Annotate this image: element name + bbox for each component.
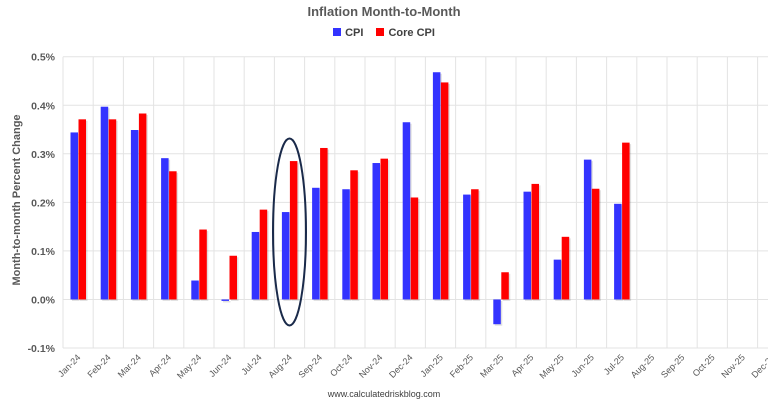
- bar-cpi-feb-24: [100, 106, 109, 300]
- legend-label-cpi: CPI: [345, 27, 364, 39]
- y-tick-label: 0.3%: [31, 149, 56, 161]
- legend-swatch-core-cpi: [376, 28, 385, 36]
- y-tick-label: 0.2%: [31, 197, 56, 209]
- y-tick-label: 0.1%: [31, 246, 56, 258]
- x-tick-label: May-25: [537, 352, 565, 380]
- x-tick-label: Jul-24: [239, 352, 263, 376]
- bar-core-cpi-sep-24: [320, 147, 328, 300]
- bar-cpi-mar-24: [130, 130, 139, 300]
- bar-cpi-mar-25: [493, 299, 501, 325]
- bar-cpi-nov-24: [372, 163, 380, 300]
- x-tick-label: Jun-25: [569, 352, 596, 379]
- bar-cpi-feb-25: [463, 194, 471, 300]
- x-tick-label: Jan-25: [418, 352, 445, 379]
- x-tick-label: Nov-24: [357, 352, 385, 380]
- bar-cpi-may-24: [191, 280, 199, 300]
- bar-cpi-jan-24: [70, 132, 78, 300]
- y-tick-label: 0.4%: [31, 100, 56, 112]
- x-tick-label: Feb-25: [448, 352, 475, 379]
- legend: CPI Core CPI: [0, 27, 768, 39]
- bar-cpi-aug-24: [281, 212, 290, 300]
- x-tick-label: Oct-24: [328, 352, 354, 378]
- x-tick-label: Dec-25: [750, 352, 768, 380]
- bar-cpi-may-25: [553, 259, 562, 300]
- x-tick-label: Mar-24: [116, 352, 143, 379]
- x-tick-label: Nov-25: [719, 352, 747, 380]
- bar-core-cpi-mar-25: [501, 272, 509, 300]
- bar-core-cpi-feb-24: [108, 119, 117, 300]
- legend-swatch-cpi: [333, 28, 342, 36]
- bar-core-cpi-aug-24: [289, 161, 298, 300]
- bar-core-cpi-oct-24: [350, 170, 358, 300]
- x-tick-label: Aug-25: [629, 352, 657, 380]
- bar-cpi-apr-25: [523, 191, 531, 300]
- y-tick-label: -0.1%: [28, 343, 56, 355]
- bar-core-cpi-jan-25: [440, 82, 449, 300]
- x-tick-label: Apr-24: [147, 352, 173, 378]
- bar-core-cpi-nov-24: [380, 158, 388, 300]
- bar-core-cpi-may-25: [561, 236, 570, 300]
- x-tick-label: Sep-25: [659, 352, 687, 380]
- legend-label-core-cpi: Core CPI: [388, 27, 435, 39]
- bar-cpi-oct-24: [342, 189, 350, 300]
- legend-item-cpi: CPI: [333, 27, 363, 39]
- source-footer: www.calculatedriskblog.com: [327, 389, 441, 399]
- y-axis-label: Month-to-month Percent Change: [11, 114, 23, 285]
- bar-shadow: [223, 300, 231, 303]
- bar-core-cpi-feb-25: [471, 189, 479, 300]
- chart-title: Inflation Month-to-Month: [307, 4, 461, 19]
- bar-core-cpi-apr-24: [169, 171, 177, 300]
- bar-cpi-apr-24: [161, 158, 169, 300]
- bar-cpi-jul-24: [251, 231, 260, 300]
- bar-core-cpi-may-24: [199, 229, 207, 300]
- x-tick-label: Sep-24: [297, 352, 325, 380]
- x-tick-label: Jun-24: [207, 352, 234, 379]
- bar-core-cpi-jun-25: [591, 188, 600, 300]
- y-tick-label: 0.0%: [31, 294, 56, 306]
- x-tick-label: Dec-24: [387, 352, 415, 380]
- bar-core-cpi-apr-25: [531, 183, 539, 300]
- x-tick-label: Jan-24: [56, 352, 83, 379]
- x-tick-label: Oct-25: [691, 352, 717, 378]
- bar-core-cpi-jun-24: [229, 255, 237, 300]
- bar-cpi-jul-25: [614, 203, 622, 300]
- highlight-ellipse: [272, 137, 307, 327]
- x-tick-label: Apr-25: [509, 352, 535, 378]
- x-tick-label: May-24: [175, 352, 203, 380]
- bar-cpi-sep-24: [312, 187, 320, 300]
- bar-core-cpi-jul-24: [259, 209, 268, 300]
- bar-cpi-jun-25: [583, 159, 592, 300]
- y-tick-label: 0.5%: [31, 52, 56, 64]
- bar-core-cpi-mar-24: [138, 113, 147, 300]
- legend-item-core-cpi: Core CPI: [376, 27, 435, 39]
- bar-core-cpi-dec-24: [410, 197, 419, 300]
- x-tick-label: Mar-25: [478, 352, 505, 379]
- x-tick-label: Aug-24: [266, 352, 294, 380]
- x-tick-label: Jul-25: [602, 352, 626, 376]
- x-tick-label: Feb-24: [85, 352, 112, 379]
- bar-cpi-dec-24: [402, 122, 411, 300]
- bar-core-cpi-jan-24: [78, 119, 86, 300]
- bar-cpi-jan-25: [432, 72, 441, 300]
- bar-cpi-jun-24: [221, 299, 229, 301]
- bar-core-cpi-jul-25: [622, 142, 630, 300]
